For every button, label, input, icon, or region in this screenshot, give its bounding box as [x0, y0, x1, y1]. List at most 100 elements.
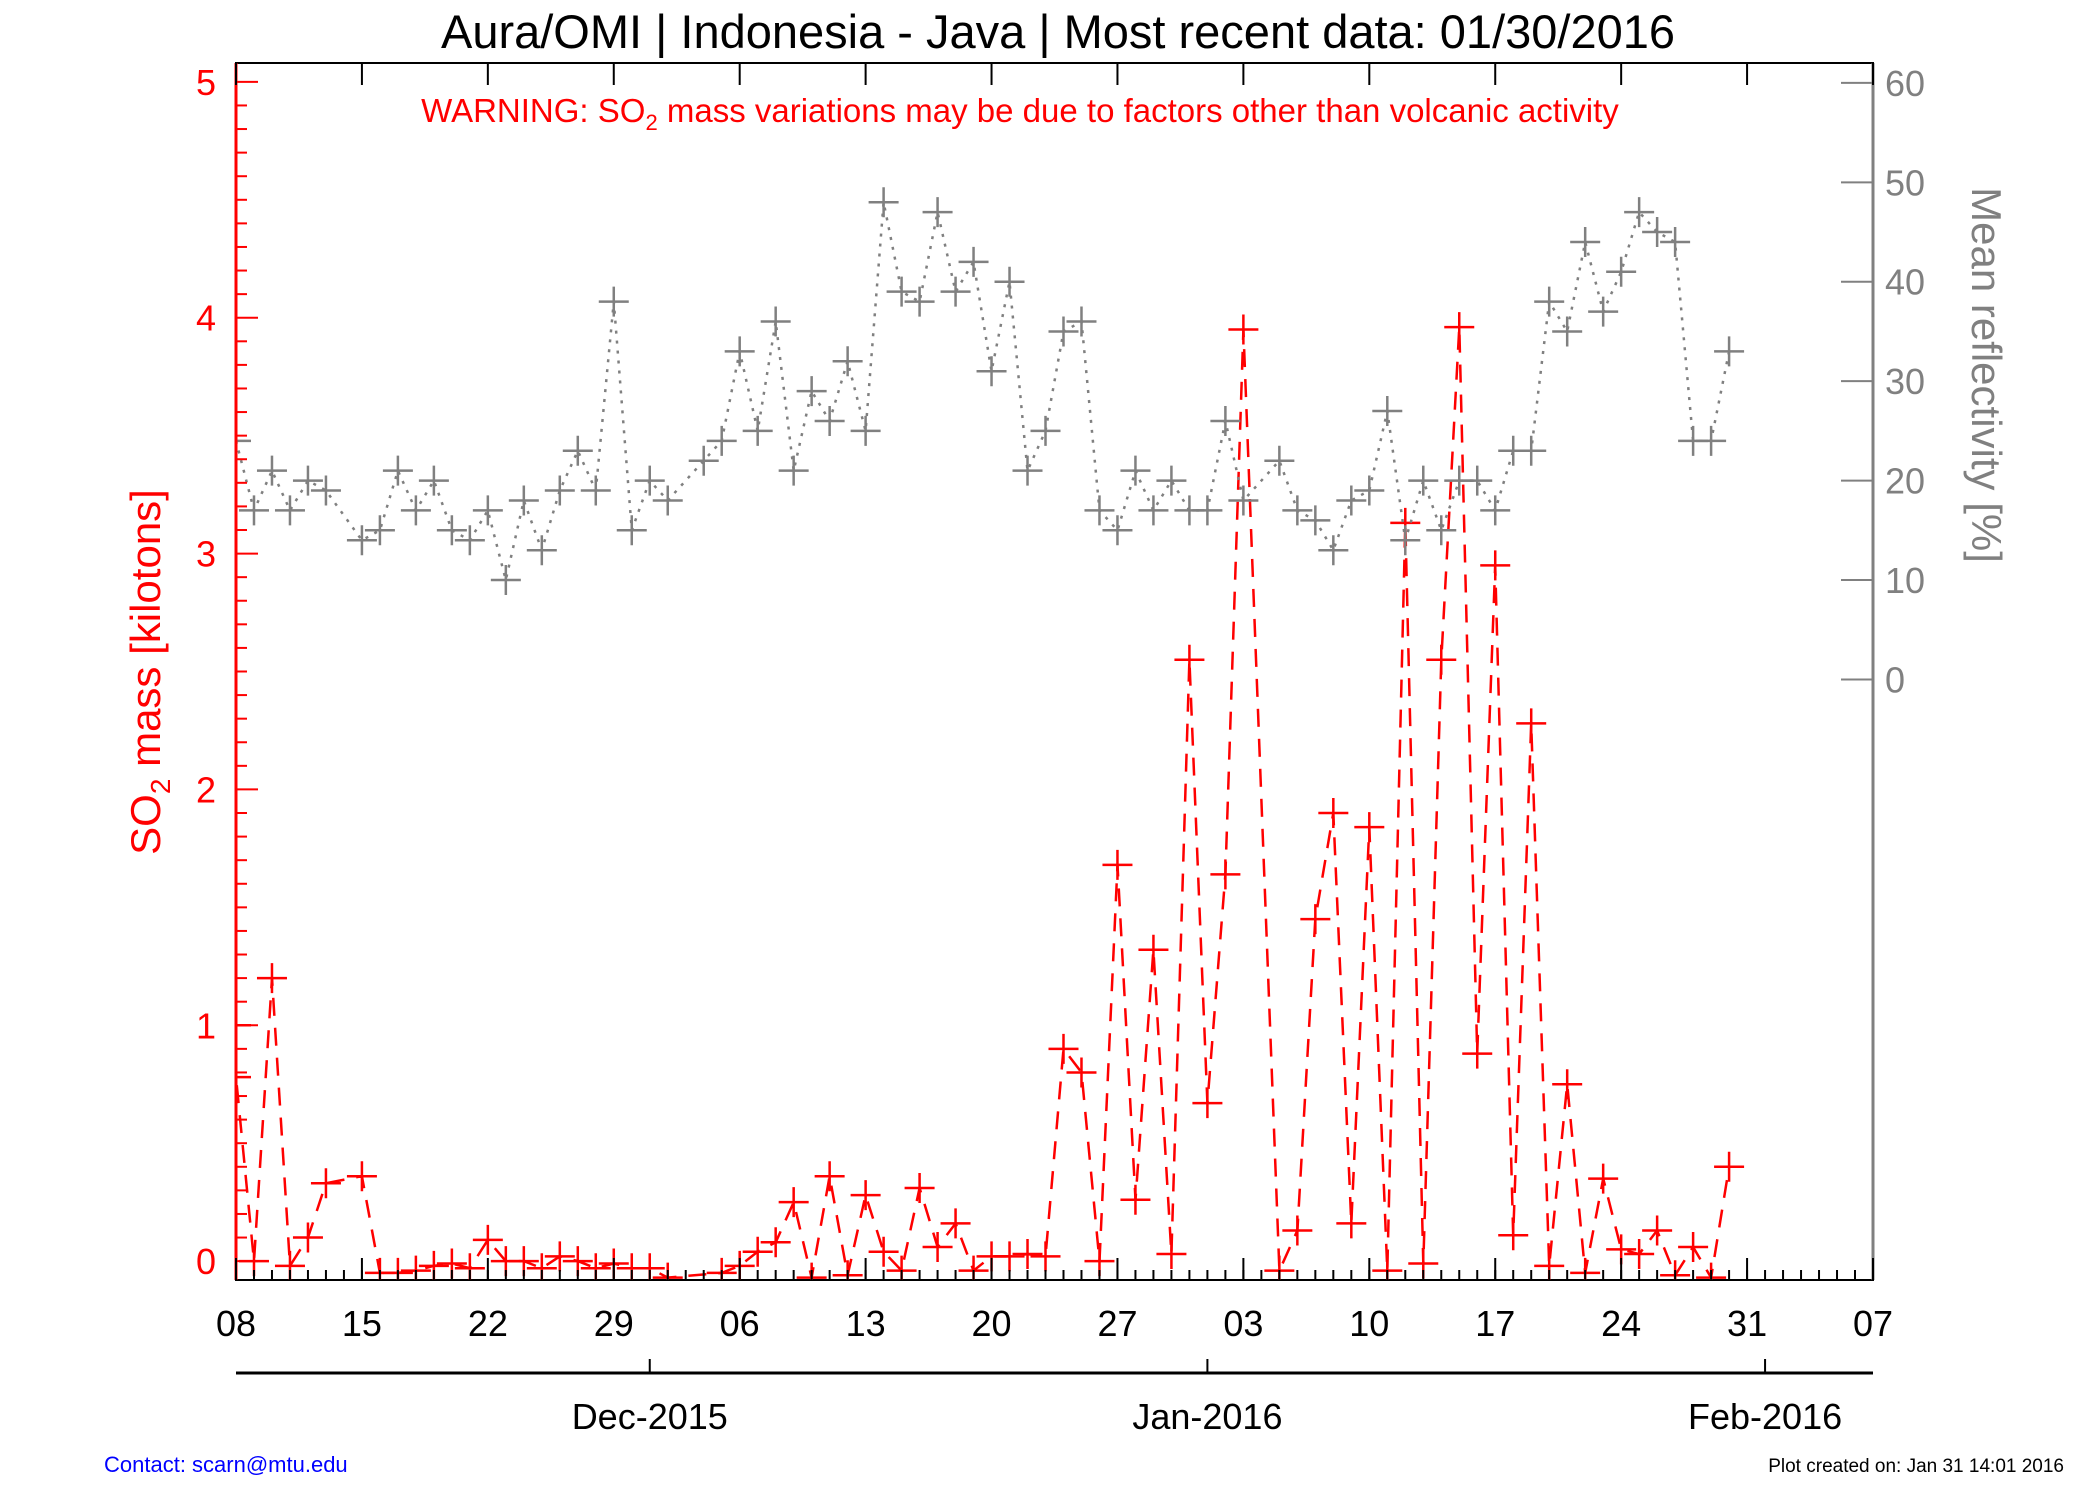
- reflectivity-point: [634, 465, 665, 496]
- warning-text-end: mass variations may be due to factors ot…: [658, 92, 1620, 129]
- reflectivity-point: [580, 475, 611, 506]
- so2-point: [1102, 849, 1133, 880]
- reflectivity-point: [1624, 197, 1655, 228]
- so2-point: [1192, 1088, 1223, 1119]
- so2-point: [904, 1173, 935, 1204]
- reflectivity-point: [1066, 306, 1097, 337]
- so2-point: [310, 1168, 341, 1199]
- x-axis-tick-label: 03: [1223, 1303, 1263, 1344]
- reflectivity-point: [1156, 465, 1187, 496]
- so2-point: [1120, 1184, 1151, 1215]
- reflectivity-point: [616, 515, 647, 546]
- so2-point: [1030, 1241, 1061, 1272]
- reflectivity-point: [1588, 296, 1619, 327]
- reflectivity-series: [236, 187, 1745, 596]
- reflectivity-point: [1408, 465, 1439, 496]
- reflectivity-point: [1318, 535, 1349, 566]
- reflectivity-point: [1102, 515, 1133, 546]
- so2-point: [1066, 1057, 1097, 1088]
- reflectivity-point: [310, 475, 341, 506]
- so2-point: [256, 963, 287, 994]
- month-axis-label: Feb-2016: [1688, 1396, 1842, 1437]
- reflectivity-point: [1462, 465, 1493, 496]
- x-axis-tick-label: 29: [594, 1303, 634, 1344]
- reflectivity-point: [1372, 395, 1403, 426]
- x-axis-tick-label: 13: [846, 1303, 886, 1344]
- so2-point: [236, 1062, 251, 1093]
- reflectivity-point: [958, 246, 989, 277]
- reflectivity-point: [1390, 525, 1421, 556]
- month-axis-label: Dec-2015: [572, 1396, 728, 1437]
- x-axis-tick-label: 08: [216, 1303, 256, 1344]
- month-axis-label: Jan-2016: [1132, 1396, 1282, 1437]
- left-axis-tick-label: 3: [196, 534, 216, 575]
- so2-point: [1336, 1208, 1367, 1239]
- so2-point: [1012, 1239, 1043, 1270]
- reflectivity-point: [1228, 485, 1259, 516]
- right-axis-tick-label: 60: [1885, 63, 1925, 104]
- reflectivity-point: [1606, 256, 1637, 287]
- left-axis-title-start: SO: [122, 794, 169, 855]
- x-axis-tick-label: 07: [1853, 1303, 1893, 1344]
- right-axis-title: Mean reflectivity [%]: [1963, 187, 2010, 563]
- reflectivity-point: [418, 465, 449, 496]
- series-layer: [236, 187, 1745, 1280]
- so2-point: [1678, 1231, 1709, 1262]
- reflectivity-point: [364, 515, 395, 546]
- reflectivity-point: [742, 415, 773, 446]
- contact-email[interactable]: Contact: scarn@mtu.edu: [104, 1452, 348, 1477]
- reflectivity-point: [1516, 435, 1547, 466]
- so2-point: [1354, 812, 1385, 843]
- warning-text-start: WARNING: SO: [421, 92, 645, 129]
- x-axis-tick-label: 17: [1475, 1303, 1515, 1344]
- reflectivity-point: [598, 286, 629, 317]
- reflectivity-point: [688, 445, 719, 476]
- plot-frame: [235, 62, 1874, 1281]
- reflectivity-point: [922, 197, 953, 228]
- so2-point: [1174, 644, 1205, 675]
- reflectivity-point: [274, 495, 305, 526]
- right-axis-tick-label: 20: [1885, 461, 1925, 502]
- reflectivity-point: [1660, 226, 1691, 257]
- left-axis-tick-label: 5: [196, 62, 216, 103]
- reflectivity-point: [400, 495, 431, 526]
- reflectivity-point: [1696, 425, 1727, 456]
- reflectivity-point: [1480, 495, 1511, 526]
- reflectivity-point: [1048, 316, 1079, 347]
- reflectivity-point: [796, 376, 827, 407]
- reflectivity-point: [1570, 226, 1601, 257]
- reflectivity-point: [850, 415, 881, 446]
- reflectivity-point: [346, 525, 377, 556]
- reflectivity-point: [436, 515, 467, 546]
- reflectivity-point: [652, 485, 683, 516]
- reflectivity-point: [454, 525, 485, 556]
- reflectivity-point: [1084, 495, 1115, 526]
- so2-point: [1318, 798, 1349, 829]
- so2-point: [994, 1241, 1025, 1272]
- x-axis-tick-label: 15: [342, 1303, 382, 1344]
- so2-point: [778, 1187, 809, 1218]
- so2-point: [1444, 312, 1475, 343]
- so2-point: [1516, 708, 1547, 739]
- right-axis-tick-label: 50: [1885, 162, 1925, 203]
- plot-area: [235, 62, 1874, 1281]
- reflectivity-point: [1012, 455, 1043, 486]
- so2-point: [760, 1227, 791, 1258]
- reflectivity-point: [382, 455, 413, 486]
- left-axis-tick-label: 0: [196, 1241, 216, 1282]
- so2-point: [1642, 1215, 1673, 1246]
- left-axis-tick-label: 4: [196, 298, 216, 339]
- so2-point: [1552, 1069, 1583, 1100]
- reflectivity-point: [724, 336, 755, 367]
- left-axis-tick-label: 2: [196, 769, 216, 810]
- reflectivity-point: [1336, 485, 1367, 516]
- reflectivity-point: [1282, 495, 1313, 526]
- so2-point: [1228, 314, 1259, 345]
- so2-point: [472, 1224, 503, 1255]
- so2-point: [868, 1236, 899, 1267]
- so2-series-line: [236, 327, 1731, 1280]
- reflectivity-point: [1714, 336, 1745, 367]
- reflectivity-point: [778, 455, 809, 486]
- reflectivity-point: [886, 276, 917, 307]
- so2-point: [544, 1241, 575, 1272]
